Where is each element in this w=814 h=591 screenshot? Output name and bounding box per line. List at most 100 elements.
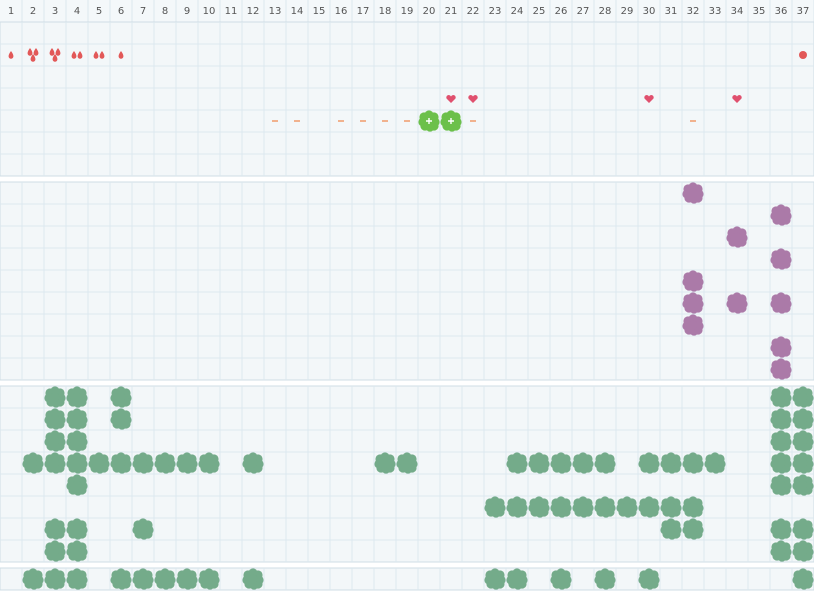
- drop: [55, 48, 61, 56]
- bush-lobe: [204, 458, 214, 468]
- bush-lobe: [28, 574, 38, 584]
- plus: [448, 118, 454, 124]
- column-label: 17: [357, 6, 370, 17]
- column-label: 28: [599, 6, 612, 17]
- bush-lobe: [776, 210, 786, 220]
- section: [0, 567, 814, 591]
- bush-lobe: [380, 458, 390, 468]
- bush-lobe: [688, 458, 698, 468]
- bush-lobe: [798, 574, 808, 584]
- bush-lobe: [776, 436, 786, 446]
- bush-lobe: [182, 574, 192, 584]
- bush-lobe: [556, 574, 566, 584]
- column-label: 11: [225, 6, 238, 17]
- section: [0, 385, 814, 563]
- bush-lobe: [600, 574, 610, 584]
- bush-lobe: [160, 458, 170, 468]
- column-label: 36: [775, 6, 788, 17]
- column-label: 26: [555, 6, 568, 17]
- column-label: 15: [313, 6, 326, 17]
- section: [0, 181, 814, 381]
- bush-lobe: [50, 574, 60, 584]
- bush-lobe: [138, 574, 148, 584]
- column-label: 4: [74, 6, 80, 17]
- column-label: 23: [489, 6, 502, 17]
- bush-lobe: [688, 524, 698, 534]
- bush-lobe: [776, 546, 786, 556]
- column-label: 30: [643, 6, 656, 17]
- column-label: 25: [533, 6, 546, 17]
- bush-lobe: [776, 414, 786, 424]
- column-label: 19: [401, 6, 414, 17]
- bush-lobe: [116, 574, 126, 584]
- bush-lobe: [644, 458, 654, 468]
- column-label: 14: [291, 6, 304, 17]
- bush-lobe: [578, 458, 588, 468]
- bush-lobe: [50, 414, 60, 424]
- bush-lobe: [688, 320, 698, 330]
- bush-lobe: [776, 524, 786, 534]
- column-label: 29: [621, 6, 634, 17]
- bush-lobe: [688, 502, 698, 512]
- bush-lobe: [666, 458, 676, 468]
- drop: [30, 54, 36, 62]
- bush-lobe: [798, 458, 808, 468]
- column-label: 2: [30, 6, 36, 17]
- bush-lobe: [50, 524, 60, 534]
- column-label: 7: [140, 6, 146, 17]
- bush-lobe: [72, 546, 82, 556]
- drop: [77, 51, 83, 59]
- heart: [644, 95, 654, 103]
- bush-lobe: [534, 458, 544, 468]
- bush-lobe: [94, 458, 104, 468]
- bush-lobe: [732, 232, 742, 242]
- column-label: 10: [203, 6, 216, 17]
- bush-lobe: [490, 574, 500, 584]
- bush-lobe: [72, 458, 82, 468]
- bush-lobe: [534, 502, 544, 512]
- bush-lobe: [72, 436, 82, 446]
- bush-lobe: [204, 574, 214, 584]
- bush-lobe: [512, 574, 522, 584]
- drop: [49, 48, 55, 56]
- bush-lobe: [28, 458, 38, 468]
- section-bg: [0, 21, 814, 177]
- bush-lobe: [116, 458, 126, 468]
- drop: [118, 51, 124, 59]
- bush-lobe: [248, 574, 258, 584]
- bush-lobe: [688, 276, 698, 286]
- bush-lobe: [776, 254, 786, 264]
- bush-lobe: [776, 458, 786, 468]
- bush-lobe: [644, 574, 654, 584]
- bush-lobe: [776, 342, 786, 352]
- bush-lobe: [138, 458, 148, 468]
- bush-lobe: [182, 458, 192, 468]
- bush-lobe: [732, 298, 742, 308]
- bush-lobe: [666, 502, 676, 512]
- bush-lobe: [248, 458, 258, 468]
- header-bg: [0, 0, 814, 22]
- column-label: 32: [687, 6, 700, 17]
- bush-lobe: [72, 574, 82, 584]
- bush-lobe: [798, 480, 808, 490]
- bush-lobe: [798, 414, 808, 424]
- bush-lobe: [116, 392, 126, 402]
- bush-lobe: [622, 502, 632, 512]
- bush-lobe: [72, 524, 82, 534]
- bush-lobe: [72, 480, 82, 490]
- heart: [446, 95, 456, 103]
- column-label: 16: [335, 6, 348, 17]
- column-label: 18: [379, 6, 392, 17]
- drop: [93, 51, 99, 59]
- bush-lobe: [490, 502, 500, 512]
- plus: [426, 118, 432, 124]
- bush-lobe: [556, 502, 566, 512]
- column-label: 12: [247, 6, 260, 17]
- bush-lobe: [50, 458, 60, 468]
- bush-lobe: [72, 414, 82, 424]
- bush-lobe: [666, 524, 676, 534]
- column-label: 13: [269, 6, 282, 17]
- bush-lobe: [776, 392, 786, 402]
